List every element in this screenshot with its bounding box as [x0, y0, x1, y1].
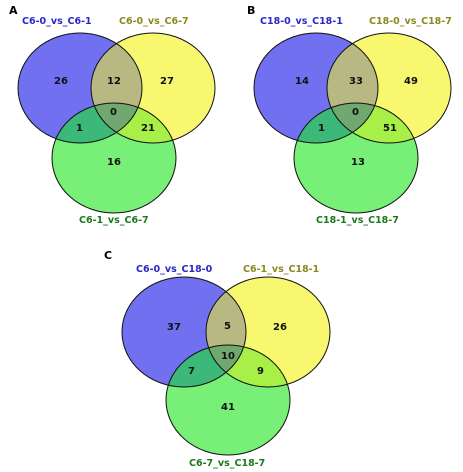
panel-a-count-123: 0 [110, 107, 117, 118]
panel-b-count-13: 1 [318, 123, 325, 134]
panel-c-count-123: 10 [221, 351, 235, 362]
panel-c-count-12: 5 [224, 321, 231, 332]
panel-a: A C6-0_vs_C6-1 C6-0_vs_C6-7 C6-1_vs_C6-7… [9, 4, 216, 226]
panel-b-count-123: 0 [352, 107, 359, 118]
panel-c-count-23: 9 [257, 366, 264, 377]
panel-b-count-only1: 14 [295, 76, 309, 87]
panel-b-letter: B [247, 4, 255, 17]
panel-b-set3-label: C18-1_vs_C18-7 [316, 215, 399, 226]
panel-c-letter: C [104, 249, 112, 262]
panel-a-count-13: 1 [76, 123, 83, 134]
panel-c-count-only1: 37 [167, 322, 181, 333]
panel-c-count-only2: 26 [273, 322, 287, 333]
panel-c-set1-label: C6-0_vs_C18-0 [136, 264, 213, 275]
panel-a-count-23: 21 [141, 123, 155, 134]
panel-b: B C18-0_vs_C18-1 C18-0_vs_C18-7 C18-1_vs… [247, 4, 452, 226]
panel-a-set2-label: C6-0_vs_C6-7 [119, 16, 189, 27]
panel-b-set1-label: C18-0_vs_C18-1 [260, 16, 343, 27]
panel-a-letter: A [9, 4, 18, 17]
panel-b-count-only3: 13 [351, 157, 365, 168]
panel-b-count-12: 33 [349, 76, 363, 87]
panel-c: C C6-0_vs_C18-0 C6-1_vs_C18-1 C6-7_vs_C1… [104, 249, 331, 469]
panel-a-set3-label: C6-1_vs_C6-7 [79, 215, 149, 226]
panel-b-set2-label: C18-0_vs_C18-7 [369, 16, 452, 27]
panel-a-count-only2: 27 [160, 76, 174, 87]
panel-c-count-13: 7 [188, 366, 195, 377]
panel-a-count-only1: 26 [54, 76, 68, 87]
panel-a-count-only3: 16 [107, 157, 121, 168]
panel-c-count-only3: 41 [221, 402, 235, 413]
panel-b-count-23: 51 [383, 123, 397, 134]
panel-b-count-only2: 49 [404, 76, 418, 87]
panel-c-set3-label: C6-7_vs_C18-7 [189, 458, 265, 469]
panel-a-set1-label: C6-0_vs_C6-1 [22, 16, 92, 27]
panel-c-set2-label: C6-1_vs_C18-1 [243, 264, 319, 275]
panel-a-count-12: 12 [107, 76, 121, 87]
